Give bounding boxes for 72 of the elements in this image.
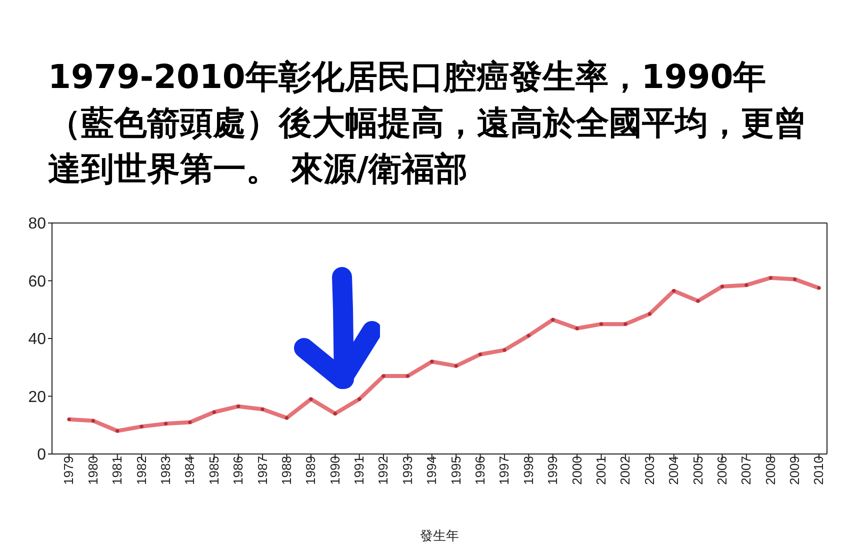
x-tick-label: 1987 (254, 456, 270, 485)
point (382, 374, 386, 378)
x-tick-label: 1988 (278, 456, 294, 485)
x-tick-label: 2006 (714, 456, 730, 485)
x-tick-label: 1995 (448, 456, 464, 485)
y-tick-label: 40 (28, 331, 46, 348)
point (358, 397, 362, 401)
point (478, 352, 482, 356)
x-tick-label: 2007 (738, 456, 754, 485)
chart-title: 1979-2010年彰化居民口腔癌發生率，1990年（藍色箭頭處）後大幅提高，遠高於全國平均，更曾達到世界第一。 來源/衛福部 (47, 56, 808, 190)
x-tick-label: 1985 (206, 456, 222, 485)
x-tick-label: 1982 (134, 456, 149, 485)
x-tick-label: 2009 (787, 456, 802, 485)
point (551, 318, 555, 322)
point (575, 326, 579, 330)
point (648, 312, 652, 316)
x-tick-label: 2002 (618, 456, 633, 485)
x-tick-label: 2000 (569, 456, 584, 485)
x-axis-title: 發生年 (420, 529, 459, 544)
point (260, 407, 264, 412)
x-tick-label: 1984 (182, 456, 198, 485)
point (672, 289, 676, 293)
point (817, 286, 821, 290)
point (793, 278, 797, 282)
x-tick-label: 1980 (85, 456, 100, 485)
point (526, 334, 530, 338)
x-tick-label: 1983 (158, 456, 174, 485)
point (624, 322, 628, 326)
point (309, 397, 313, 401)
point (744, 283, 748, 287)
x-tick-label: 1994 (424, 456, 440, 485)
point (720, 284, 724, 288)
x-tick-label: 1999 (545, 456, 560, 485)
point (116, 429, 120, 433)
x-tick-label: 1996 (472, 456, 488, 485)
y-tick-label: 80 (28, 216, 46, 233)
point (236, 404, 240, 408)
point (696, 299, 700, 303)
point (188, 420, 192, 424)
x-tick-label: 1989 (303, 456, 318, 485)
point (67, 418, 71, 422)
x-tick-label: 2010 (811, 456, 826, 485)
x-tick-label: 1991 (352, 456, 367, 485)
y-tick-label: 0 (37, 446, 46, 464)
point (599, 322, 604, 326)
y-tick-label: 60 (28, 273, 46, 290)
point (430, 360, 434, 364)
x-tick-label: 2008 (762, 456, 778, 485)
point (454, 364, 458, 368)
line-series (67, 276, 821, 433)
point (91, 418, 95, 423)
point (140, 424, 144, 428)
x-tick-label: 2005 (690, 456, 706, 485)
x-tick-label: 1993 (400, 456, 415, 485)
point (768, 276, 772, 280)
x-tick-label: 2003 (642, 456, 657, 485)
point (502, 348, 506, 352)
point (333, 412, 337, 416)
x-tick-label: 1990 (327, 456, 342, 485)
x-tick-label: 2001 (593, 456, 608, 485)
x-tick-label: 1979 (61, 456, 76, 485)
point (164, 422, 168, 426)
x-tick-label: 1997 (496, 456, 512, 485)
point (284, 416, 289, 420)
x-tick-label: 1986 (230, 456, 246, 485)
x-tick-label: 1992 (376, 456, 391, 485)
point (212, 410, 216, 414)
x-tick-label: 1981 (110, 456, 125, 485)
point (406, 374, 410, 378)
x-tick-label: 1998 (520, 456, 536, 485)
x-tick-label: 2004 (666, 456, 682, 485)
y-tick-label: 20 (28, 388, 46, 406)
